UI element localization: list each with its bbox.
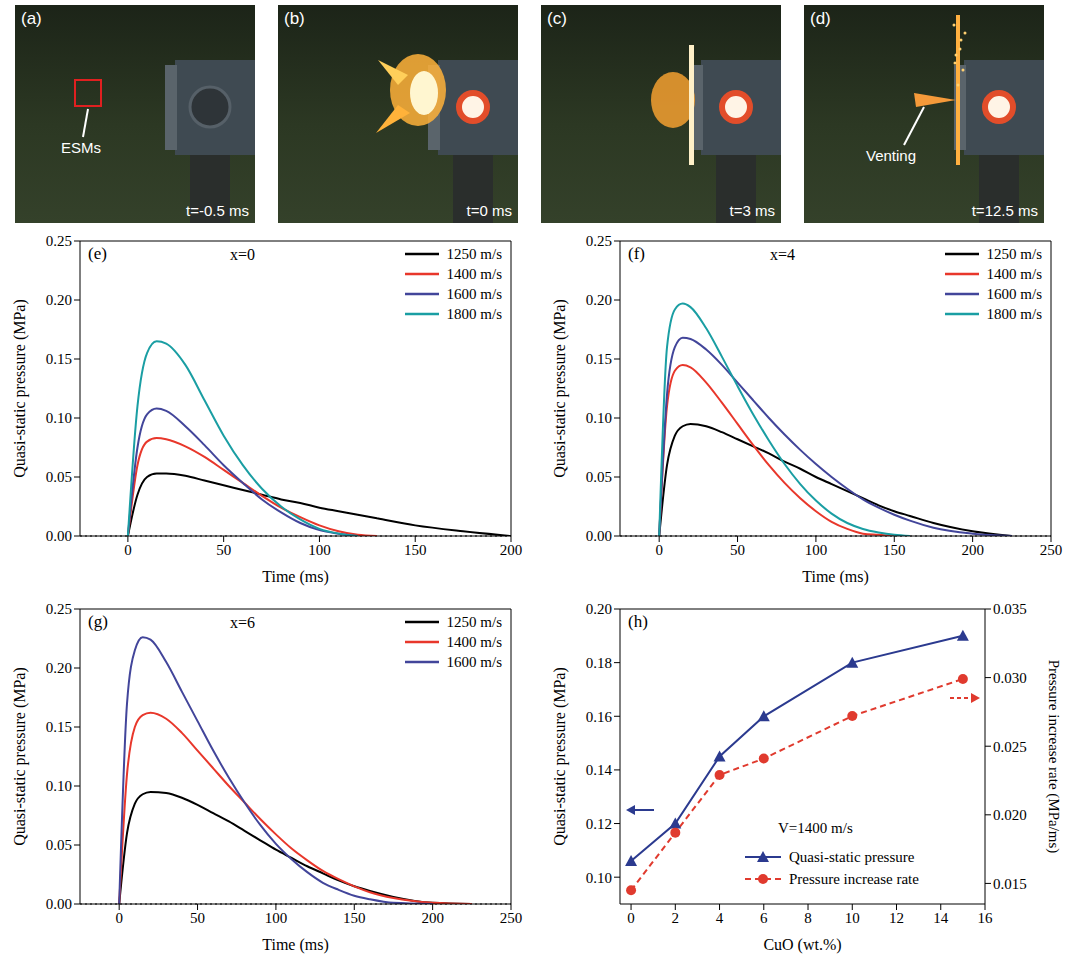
svg-text:0.05: 0.05 <box>46 469 72 485</box>
svg-text:0: 0 <box>115 910 123 926</box>
svg-text:0.18: 0.18 <box>586 655 612 671</box>
svg-text:0.00: 0.00 <box>46 528 72 544</box>
svg-text:100: 100 <box>805 542 828 558</box>
svg-text:0.20: 0.20 <box>586 601 612 617</box>
svg-text:Time (ms): Time (ms) <box>262 568 329 586</box>
html-text:(b): (b) <box>284 9 305 28</box>
html-text:(d): (d) <box>810 9 831 28</box>
html-text:(g): (g) <box>88 612 108 631</box>
svg-text:200: 200 <box>421 910 444 926</box>
html-text:ESMs: ESMs <box>61 139 101 156</box>
svg-text:8: 8 <box>804 910 812 926</box>
html-text:1400 m/s: 1400 m/s <box>446 265 502 282</box>
svg-text:Quasi-static pressure (MPa): Quasi-static pressure (MPa) <box>551 299 569 478</box>
html-text:1400 m/s: 1400 m/s <box>446 633 502 650</box>
svg-text:0: 0 <box>655 542 663 558</box>
svg-text:0.030: 0.030 <box>993 670 1027 686</box>
svg-text:10: 10 <box>845 910 860 926</box>
html-text:(a): (a) <box>21 9 42 28</box>
svg-text:0.00: 0.00 <box>586 528 612 544</box>
svg-text:0.14: 0.14 <box>586 762 613 778</box>
svg-text:100: 100 <box>265 910 288 926</box>
svg-text:250: 250 <box>1040 542 1063 558</box>
html-text:t=0 ms: t=0 ms <box>466 202 512 219</box>
html-text:t=3 ms: t=3 ms <box>729 202 775 219</box>
svg-text:0.20: 0.20 <box>46 292 72 308</box>
html-text:Venting: Venting <box>866 147 916 164</box>
svg-text:0.025: 0.025 <box>993 739 1027 755</box>
svg-text:Quasi-static pressure (MPa): Quasi-static pressure (MPa) <box>11 667 29 846</box>
html-text:1800 m/s: 1800 m/s <box>986 305 1042 322</box>
svg-text:0.20: 0.20 <box>46 660 72 676</box>
svg-text:0: 0 <box>627 910 635 926</box>
html-text:x=0: x=0 <box>230 246 255 263</box>
svg-text:0.20: 0.20 <box>586 292 612 308</box>
svg-text:0.10: 0.10 <box>586 410 612 426</box>
html-text:x=6: x=6 <box>230 614 255 631</box>
svg-text:150: 150 <box>883 542 906 558</box>
html-text:(e): (e) <box>88 244 107 263</box>
svg-text:0: 0 <box>124 542 132 558</box>
svg-text:Time (ms): Time (ms) <box>802 568 869 586</box>
html-text:(c): (c) <box>547 9 567 28</box>
svg-text:0.00: 0.00 <box>46 896 72 912</box>
html-text:(h): (h) <box>628 612 648 631</box>
svg-text:Pressure increase rate (MPa/ms: Pressure increase rate (MPa/ms) <box>1045 660 1062 854</box>
html-text:V=1400 m/s: V=1400 m/s <box>778 820 853 836</box>
svg-text:0.16: 0.16 <box>586 709 613 725</box>
svg-text:12: 12 <box>889 910 904 926</box>
svg-text:14: 14 <box>933 910 949 926</box>
html-text:x=4: x=4 <box>770 246 795 263</box>
html-text:t=-0.5 ms: t=-0.5 ms <box>186 202 249 219</box>
svg-text:16: 16 <box>978 910 994 926</box>
html-text:Quasi-static pressure: Quasi-static pressure <box>789 848 915 865</box>
svg-text:Time (ms): Time (ms) <box>262 936 329 954</box>
svg-text:200: 200 <box>961 542 984 558</box>
svg-text:0.25: 0.25 <box>46 233 72 249</box>
svg-text:100: 100 <box>308 542 331 558</box>
svg-text:0.05: 0.05 <box>46 837 72 853</box>
svg-text:250: 250 <box>500 910 523 926</box>
svg-text:50: 50 <box>190 910 205 926</box>
svg-text:0.05: 0.05 <box>586 469 612 485</box>
svg-text:0.25: 0.25 <box>46 601 72 617</box>
svg-text:50: 50 <box>216 542 231 558</box>
html-text:1250 m/s: 1250 m/s <box>986 245 1042 262</box>
svg-text:0.25: 0.25 <box>586 233 612 249</box>
svg-text:0.015: 0.015 <box>993 876 1027 892</box>
svg-text:0.10: 0.10 <box>46 410 72 426</box>
svg-text:0.15: 0.15 <box>46 719 72 735</box>
html-text:1250 m/s: 1250 m/s <box>446 245 502 262</box>
svg-text:4: 4 <box>716 910 724 926</box>
svg-text:0.035: 0.035 <box>993 601 1027 617</box>
svg-text:150: 150 <box>343 910 366 926</box>
html-text:1600 m/s: 1600 m/s <box>446 285 502 302</box>
html-text:t=12.5 ms: t=12.5 ms <box>971 202 1038 219</box>
svg-text:0.10: 0.10 <box>586 870 612 886</box>
html-text:1600 m/s: 1600 m/s <box>986 285 1042 302</box>
svg-text:0.10: 0.10 <box>46 778 72 794</box>
svg-text:0.020: 0.020 <box>993 807 1027 823</box>
svg-text:50: 50 <box>730 542 745 558</box>
svg-text:Quasi-static pressure (MPa): Quasi-static pressure (MPa) <box>551 667 569 846</box>
svg-text:6: 6 <box>760 910 768 926</box>
html-text:Pressure increase rate: Pressure increase rate <box>789 870 919 887</box>
html-text:1800 m/s: 1800 m/s <box>446 305 502 322</box>
svg-text:0.15: 0.15 <box>586 351 612 367</box>
html-text:(f): (f) <box>628 244 645 263</box>
html-text:1400 m/s: 1400 m/s <box>986 265 1042 282</box>
svg-text:CuO (wt.%): CuO (wt.%) <box>763 936 841 954</box>
svg-text:150: 150 <box>404 542 427 558</box>
svg-text:0.12: 0.12 <box>586 816 612 832</box>
html-text:1600 m/s: 1600 m/s <box>446 653 502 670</box>
html-text:1250 m/s: 1250 m/s <box>446 613 502 630</box>
svg-text:Quasi-static pressure (MPa): Quasi-static pressure (MPa) <box>11 299 29 478</box>
svg-text:2: 2 <box>672 910 680 926</box>
svg-text:200: 200 <box>500 542 523 558</box>
svg-text:0.15: 0.15 <box>46 351 72 367</box>
